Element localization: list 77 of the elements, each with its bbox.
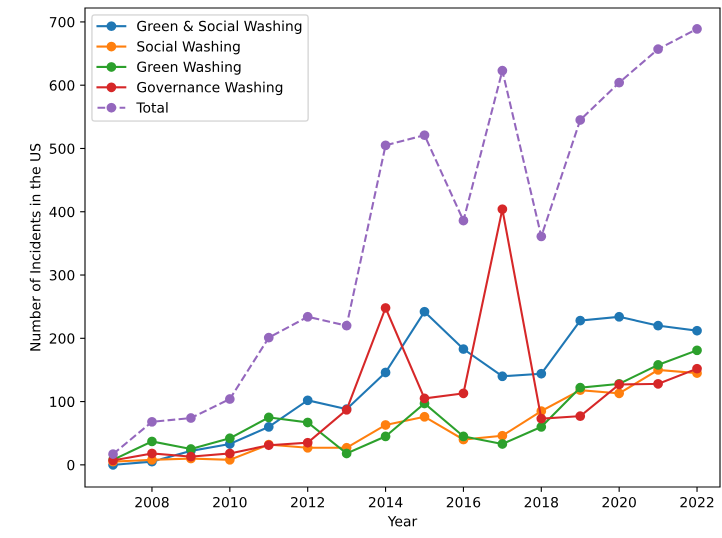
legend-label: Total xyxy=(136,102,168,113)
x-tick-label: 2014 xyxy=(368,496,402,508)
point xyxy=(575,316,586,326)
point xyxy=(302,438,313,448)
x-tick-label: 2016 xyxy=(446,496,480,508)
point xyxy=(147,416,157,427)
point xyxy=(692,326,702,336)
point xyxy=(575,382,586,393)
point xyxy=(147,436,157,446)
point xyxy=(264,412,274,422)
legend-label: Green Washing xyxy=(137,61,240,75)
point xyxy=(224,394,235,404)
point xyxy=(536,414,546,424)
point xyxy=(302,418,313,428)
point xyxy=(498,439,508,449)
point xyxy=(498,430,508,441)
point xyxy=(614,78,624,88)
y-tick-label: 200 xyxy=(50,333,74,344)
x-tick-label: 2018 xyxy=(524,496,558,508)
point xyxy=(264,332,274,343)
point xyxy=(692,345,702,356)
point xyxy=(498,371,508,382)
y-tick-label: 700 xyxy=(50,16,74,28)
point xyxy=(380,432,390,442)
point xyxy=(420,130,430,140)
point xyxy=(498,66,508,76)
point xyxy=(653,360,663,370)
point xyxy=(302,395,313,406)
y-tick-label: 600 xyxy=(50,80,74,91)
point xyxy=(224,448,235,458)
point xyxy=(380,420,390,430)
point xyxy=(458,432,468,442)
point xyxy=(108,449,118,459)
point xyxy=(147,448,157,458)
point xyxy=(692,364,702,374)
y-axis-title: Number of Incidents in the US xyxy=(30,144,41,351)
point xyxy=(420,394,430,404)
point xyxy=(458,216,468,226)
x-tick-label: 2008 xyxy=(135,496,169,508)
x-tick-label: 2020 xyxy=(602,496,636,508)
point xyxy=(653,320,663,331)
x-tick-label: 2010 xyxy=(213,496,247,508)
point xyxy=(458,388,468,398)
point xyxy=(614,388,624,398)
point xyxy=(420,412,430,422)
point xyxy=(380,303,390,313)
y-tick-label: 100 xyxy=(50,396,74,408)
point xyxy=(186,413,196,423)
y-tick-label: 300 xyxy=(50,270,74,280)
point xyxy=(380,368,390,378)
point xyxy=(536,368,546,379)
y-tick-label: 0 xyxy=(67,460,74,470)
legend-label: Green & Social Washing xyxy=(137,20,302,34)
point xyxy=(536,422,546,432)
x-tick-label: 2022 xyxy=(680,496,714,508)
point xyxy=(536,232,546,242)
point xyxy=(302,312,313,322)
point xyxy=(692,24,702,34)
point xyxy=(224,433,235,444)
point xyxy=(575,115,586,125)
legend-label: Governance Washing xyxy=(137,82,282,96)
point xyxy=(342,320,352,331)
point xyxy=(653,379,663,389)
point xyxy=(380,140,390,150)
y-tick-label: 400 xyxy=(49,206,74,218)
point xyxy=(653,44,663,54)
x-tick-label: 2012 xyxy=(291,496,324,508)
point xyxy=(342,448,352,458)
y-tick-label: 500 xyxy=(50,143,74,154)
point xyxy=(420,306,430,317)
point xyxy=(264,422,274,432)
point xyxy=(498,204,508,214)
point xyxy=(458,344,468,354)
point xyxy=(575,411,586,421)
x-axis-title: Year xyxy=(388,516,418,526)
legend-label: Social Washing xyxy=(137,40,240,54)
point xyxy=(614,312,624,322)
